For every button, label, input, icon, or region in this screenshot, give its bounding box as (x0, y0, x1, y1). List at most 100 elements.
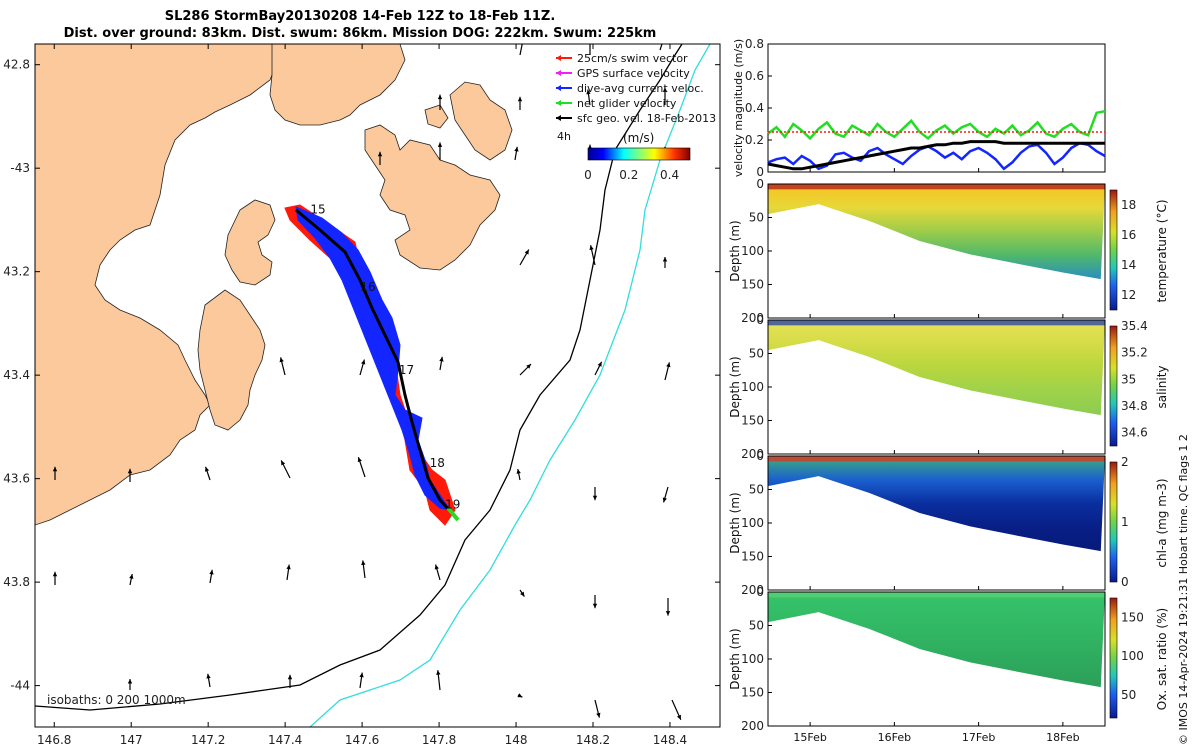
section-ylabel: Depth (m) (728, 492, 742, 553)
section-x-tick-label: 16Feb (878, 731, 911, 744)
section-surface-layer (768, 456, 1105, 462)
velocity-y-tick-label: 0 (756, 165, 764, 179)
colorbar-tick-label: 18 (1121, 198, 1136, 212)
velocity-ylabel: velocity magnitude (m/s) (732, 39, 745, 177)
section-y-tick-label: 150 (741, 414, 764, 428)
land-maria-island (449, 81, 513, 161)
section-data-fill (768, 592, 1105, 688)
current-arrow-head (663, 30, 667, 35)
current-arrow-head (592, 495, 598, 501)
day-label: 17 (399, 363, 414, 377)
legend-swatch-head (556, 70, 561, 76)
current-arrow-head (52, 466, 58, 472)
section-ylabel: Depth (m) (728, 356, 742, 417)
map-y-tick-label: 43.6 (3, 472, 30, 486)
current-arrow-head (676, 714, 681, 720)
section-colorbar (1109, 189, 1118, 311)
day-label: 16 (360, 280, 375, 294)
section-data-fill (768, 456, 1105, 552)
land-west-coast (35, 44, 279, 526)
velocity-series-line (767, 109, 1106, 141)
section-y-tick-label: 50 (749, 619, 764, 633)
section-y-tick-label: 100 (741, 652, 764, 666)
current-arrow-head (514, 146, 519, 152)
legend-label: 25cm/s swim vector (577, 52, 688, 65)
section-colorbar-label: Ox. sat. ratio (%) (1155, 608, 1169, 710)
section-y-tick-label: 150 (741, 278, 764, 292)
day-label: 15 (310, 203, 325, 217)
section-y-tick-label: 0 (756, 449, 764, 463)
current-arrow-head (377, 151, 383, 157)
current-arrow-head (437, 142, 443, 147)
section-y-tick-label: 200 (741, 583, 764, 597)
section-colorbar-label: chl-a (mg m-3) (1155, 478, 1169, 567)
current-arrow-head (286, 564, 291, 570)
land-islet (424, 104, 449, 129)
depth-section-panel: 0 50 100 150 200 Depth (m) 34.6 34.8 35 35.2 35.4 s… (728, 313, 1169, 461)
section-colorbar-label: temperature (°C) (1155, 200, 1169, 303)
legend-label: dive-avg current veloc. (577, 82, 704, 95)
map-y-tick-label: 42.8 (3, 58, 30, 72)
imos-credit: © IMOS 14-Apr-2024 19:21:31 Hobart time.… (1177, 434, 1190, 745)
section-y-tick-label: 100 (741, 380, 764, 394)
map-content (35, 30, 711, 727)
map-y-tick-label: -44 (10, 679, 30, 693)
dive-avg-current-track (295, 206, 452, 511)
section-ylabel: Depth (m) (728, 628, 742, 689)
map-x-tick-label: 147.6 (345, 733, 379, 747)
current-arrow (659, 44, 663, 51)
current-arrow-head (662, 87, 668, 92)
colorbar-tick-label: 150 (1121, 610, 1144, 624)
section-surface-layer (768, 184, 1105, 190)
current-arrow-head (526, 364, 531, 369)
depth-section-panel: 0 50 100 150 200 Depth (m) 0 1 2 chl-a (mg m-3) (728, 449, 1169, 597)
map-x-tick-label: 148 (505, 733, 528, 747)
legend-swatch-head (556, 85, 561, 91)
current-arrow-head (517, 96, 523, 102)
colorbar-tick-label: 12 (1121, 288, 1136, 302)
depth-section-panel: 0 50 100 150 200 Depth (m) 12 14 16 18 temperature… (728, 177, 1169, 325)
legend-swatch-head (556, 115, 561, 121)
current-arrow-head (516, 469, 521, 474)
colorbar-tick-label: 50 (1121, 688, 1136, 702)
section-surface-layer (768, 592, 1105, 598)
section-colorbar (1109, 325, 1118, 447)
colorbar-unit-label: (m/s) (623, 131, 654, 145)
current-arrow-head (357, 457, 362, 463)
section-x-tick-label: 15Feb (793, 731, 826, 744)
colorbar-tick-label: 0 (1121, 575, 1129, 589)
legend-label: net glider velocity (577, 97, 677, 110)
current-arrow-head (586, 89, 591, 95)
current-arrow-head (666, 362, 671, 368)
current-arrow-head (597, 361, 602, 367)
current-arrow-head (592, 603, 598, 609)
current-arrow-head (588, 37, 592, 42)
section-y-tick-label: 50 (749, 483, 764, 497)
section-y-tick-label: 200 (741, 719, 764, 733)
sfc-velocity-arrows (52, 30, 682, 721)
current-arrow-head (361, 359, 366, 365)
current-arrow-head (589, 245, 594, 251)
map-x-tick-label: 147.2 (191, 733, 225, 747)
current-arrow-head (665, 611, 671, 616)
current-arrow-head (361, 560, 366, 566)
colorbar-tick-label: 35 (1121, 372, 1136, 386)
colorbar-tick-label: 35.4 (1121, 319, 1148, 333)
section-x-tick-label: 17Feb (962, 731, 995, 744)
velocity-y-tick-label: 0.4 (745, 101, 764, 115)
velocity-y-tick-label: 0.8 (745, 37, 764, 51)
map-x-tick-label: 147.8 (422, 733, 456, 747)
map-y-tick-label: -43 (10, 161, 30, 175)
current-arrow-head (127, 468, 133, 474)
current-arrow-head (439, 356, 444, 362)
section-y-tick-label: 150 (741, 550, 764, 564)
map-x-ticks: 146.8 147 147.2 147.4 147.6 147.8 148 148.2 148.… (37, 44, 687, 747)
map-x-tick-label: 147.4 (268, 733, 302, 747)
velocity-series-line (767, 141, 1106, 171)
glider-track-line (295, 208, 454, 515)
colorbar-tick-label: 14 (1121, 258, 1136, 272)
current-arrow-head (436, 670, 441, 675)
colorbar-tick-label: 34.8 (1121, 399, 1148, 413)
